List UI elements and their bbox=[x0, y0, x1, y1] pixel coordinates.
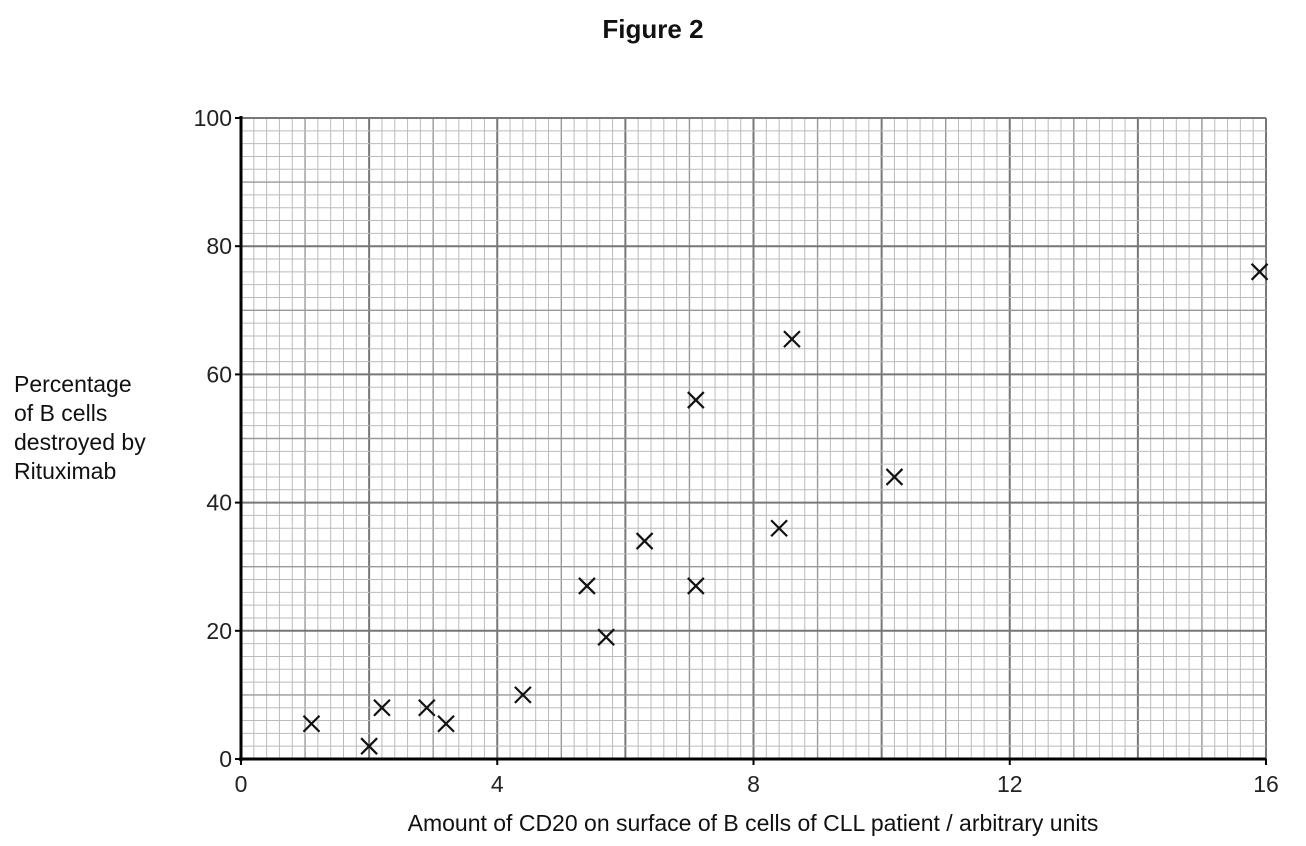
y-tick-label: 20 bbox=[206, 618, 232, 644]
marker-stroke bbox=[437, 714, 455, 733]
data-point-x-marker bbox=[302, 714, 321, 733]
marker-stroke bbox=[635, 532, 654, 550]
marker-stroke bbox=[373, 698, 391, 717]
marker-stroke bbox=[418, 698, 436, 717]
data-point-x-marker bbox=[360, 737, 378, 755]
data-point-x-marker bbox=[770, 519, 788, 538]
marker-stroke bbox=[770, 519, 788, 538]
y-tick-label: 60 bbox=[206, 361, 232, 387]
marker-stroke bbox=[514, 686, 532, 704]
marker-stroke bbox=[885, 468, 904, 486]
y-tick-label: 40 bbox=[206, 490, 232, 516]
chart-title: Figure 2 bbox=[602, 14, 704, 44]
marker-stroke bbox=[360, 737, 378, 755]
x-tick-label: 4 bbox=[491, 771, 504, 797]
x-axis-label: Amount of CD20 on surface of B cells of … bbox=[407, 810, 1099, 836]
x-tick-label: 16 bbox=[1253, 771, 1279, 797]
data-point-x-marker bbox=[597, 628, 615, 646]
y-tick-label: 100 bbox=[194, 105, 232, 131]
data-point-x-marker bbox=[885, 468, 904, 486]
data-point-x-marker bbox=[514, 686, 532, 704]
y-tick-label: 80 bbox=[206, 233, 232, 259]
marker-stroke bbox=[302, 714, 321, 733]
data-point-x-marker bbox=[418, 698, 436, 717]
marker-stroke bbox=[687, 391, 705, 409]
data-point-x-marker bbox=[687, 391, 705, 409]
marker-stroke bbox=[783, 330, 801, 348]
marker-stroke bbox=[578, 577, 596, 595]
x-tick-label: 0 bbox=[235, 771, 248, 797]
x-tick-label: 8 bbox=[747, 771, 760, 797]
data-point-x-marker bbox=[635, 532, 654, 550]
marker-stroke bbox=[597, 628, 615, 646]
data-point-x-marker bbox=[1250, 263, 1269, 281]
data-point-x-marker bbox=[687, 577, 705, 595]
data-point-x-marker bbox=[578, 577, 596, 595]
y-axis-label: Percentage of B cells destroyed by Ritux… bbox=[14, 371, 146, 484]
marker-stroke bbox=[1250, 263, 1269, 281]
marker-stroke bbox=[687, 577, 705, 595]
data-point-x-marker bbox=[373, 698, 391, 717]
data-point-x-marker bbox=[783, 330, 801, 348]
data-point-x-marker bbox=[437, 714, 455, 733]
x-tick-label: 12 bbox=[997, 771, 1023, 797]
y-tick-label: 0 bbox=[219, 746, 232, 772]
